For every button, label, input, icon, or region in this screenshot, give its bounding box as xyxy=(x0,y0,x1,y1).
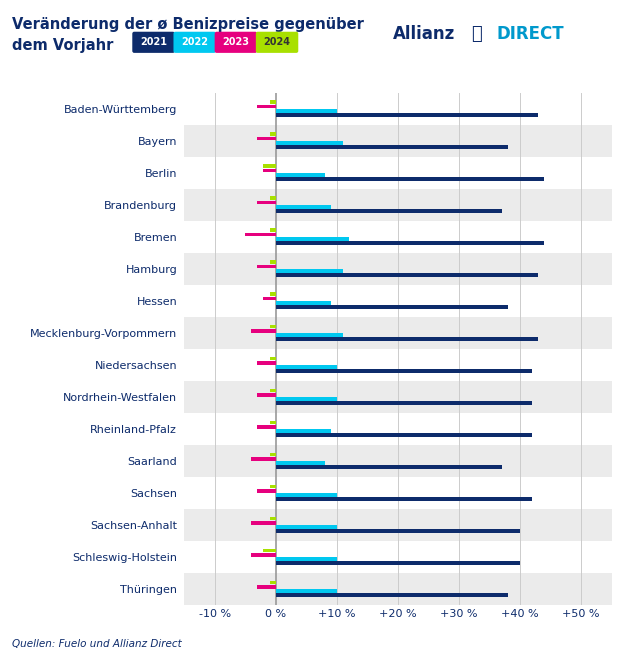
Bar xyxy=(276,433,532,437)
Bar xyxy=(276,557,337,561)
Bar xyxy=(257,137,276,140)
Bar xyxy=(276,593,508,597)
Bar xyxy=(276,241,544,245)
Bar xyxy=(184,412,612,445)
Bar xyxy=(184,541,612,573)
Bar xyxy=(257,200,276,204)
Bar xyxy=(276,177,544,180)
Bar xyxy=(276,561,520,565)
Bar xyxy=(263,165,276,169)
Bar xyxy=(276,365,337,369)
Bar xyxy=(184,445,612,477)
Bar xyxy=(276,589,337,593)
Bar xyxy=(276,237,349,241)
Bar xyxy=(276,529,520,533)
Bar xyxy=(251,521,276,525)
Bar xyxy=(270,356,276,360)
Text: dem Vorjahr: dem Vorjahr xyxy=(12,38,114,54)
Bar xyxy=(257,361,276,364)
Bar xyxy=(270,420,276,424)
Bar xyxy=(257,264,276,268)
Bar xyxy=(270,580,276,584)
Bar xyxy=(276,333,343,336)
Bar xyxy=(251,553,276,557)
Bar xyxy=(263,549,276,553)
Bar xyxy=(270,100,276,104)
Bar xyxy=(270,389,276,393)
Bar xyxy=(257,425,276,428)
Bar xyxy=(276,493,337,497)
Bar xyxy=(184,381,612,412)
Bar xyxy=(257,393,276,397)
Text: Ⓜ: Ⓜ xyxy=(471,25,482,43)
Bar xyxy=(276,461,324,465)
Text: 2023: 2023 xyxy=(222,37,250,48)
Bar xyxy=(276,525,337,529)
Bar xyxy=(184,477,612,509)
Bar xyxy=(276,305,508,309)
Bar xyxy=(184,253,612,285)
Bar xyxy=(184,573,612,605)
Text: DIRECT: DIRECT xyxy=(496,25,563,43)
Bar xyxy=(276,209,502,213)
Bar xyxy=(276,397,337,401)
Bar xyxy=(276,337,539,341)
Bar xyxy=(276,145,508,149)
Bar xyxy=(276,301,331,305)
Bar xyxy=(245,233,276,237)
Bar xyxy=(270,293,276,296)
Bar xyxy=(270,485,276,488)
Bar xyxy=(184,509,612,541)
Text: 2024: 2024 xyxy=(263,37,291,48)
Bar xyxy=(270,132,276,136)
Bar xyxy=(184,157,612,188)
Bar xyxy=(184,348,612,381)
Bar xyxy=(276,429,331,433)
Text: Veränderung der ø Benizpreise gegenüber: Veränderung der ø Benizpreise gegenüber xyxy=(12,17,364,32)
Bar xyxy=(270,229,276,232)
Bar xyxy=(276,269,343,272)
Bar xyxy=(276,113,539,117)
Bar xyxy=(251,457,276,461)
Bar xyxy=(270,453,276,456)
Bar xyxy=(257,585,276,589)
Text: Allianz: Allianz xyxy=(393,25,456,43)
Bar xyxy=(276,465,502,469)
Bar xyxy=(257,104,276,108)
Bar xyxy=(251,329,276,332)
Bar xyxy=(270,517,276,520)
Bar xyxy=(184,317,612,348)
Bar xyxy=(276,173,324,176)
Bar xyxy=(263,169,276,173)
Text: 2021: 2021 xyxy=(140,37,167,48)
Bar xyxy=(276,497,532,501)
Bar xyxy=(276,401,532,405)
Text: Quellen: Fuelo und Allianz Direct: Quellen: Fuelo und Allianz Direct xyxy=(12,639,182,649)
Text: 2022: 2022 xyxy=(181,37,208,48)
Bar xyxy=(257,488,276,492)
Bar xyxy=(184,188,612,221)
Bar xyxy=(270,196,276,200)
Bar xyxy=(276,369,532,373)
Bar xyxy=(184,285,612,317)
Bar xyxy=(270,260,276,264)
Bar xyxy=(184,221,612,253)
Bar xyxy=(184,93,612,124)
Bar xyxy=(184,124,612,157)
Bar xyxy=(276,273,539,277)
Bar xyxy=(276,205,331,209)
Bar xyxy=(276,108,337,112)
Bar xyxy=(270,325,276,329)
Bar xyxy=(263,297,276,301)
Bar xyxy=(276,141,343,145)
